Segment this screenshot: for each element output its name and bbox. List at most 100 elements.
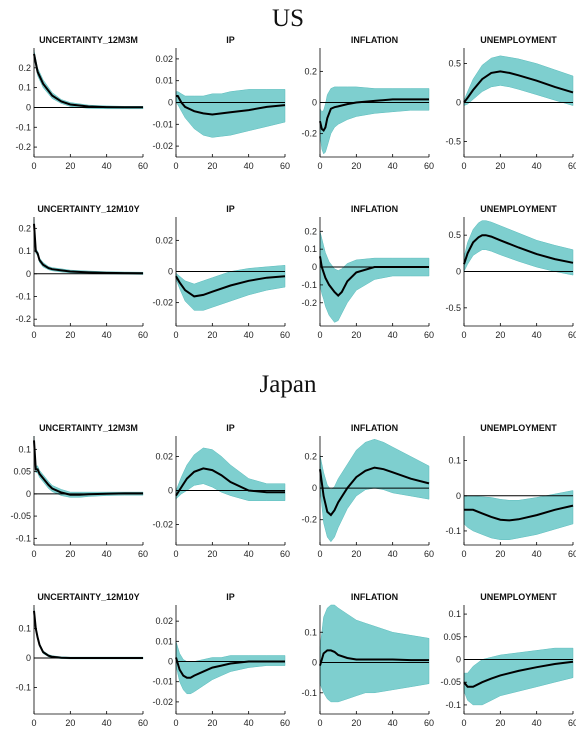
median-response-line [463,660,574,688]
y-tick-label: -0.5 [445,136,461,146]
x-tick-label: 20 [351,161,361,171]
panel-title: UNEMPLOYMENT [480,35,557,45]
panel-title: UNEMPLOYMENT [480,204,557,214]
y-tick-label: -0.01 [152,677,173,687]
y-tick-label: 0 [168,98,173,108]
y-tick-label: 0 [456,655,461,665]
median-response-line [464,504,574,522]
panel-s1-r1-p1: IP 0.02 0.01 0 -0.01 -0.02 0 20 40 60 [152,592,290,728]
panel-s1-r1-p2: INFLATION 0.1 0 -0.1 0 20 40 60 [301,592,434,728]
x-tick-label: 0 [317,330,322,340]
y-tick-label: -0.02 [152,697,173,707]
x-tick-label: 40 [244,718,254,728]
x-tick-label: 40 [388,161,398,171]
confidence-band [33,607,144,660]
y-tick-label: 0.1 [448,456,461,466]
y-tick-label: 0 [26,269,31,279]
x-tick-label: 40 [532,718,542,728]
y-tick-label: 0.02 [155,616,173,626]
x-tick-label: 20 [495,549,505,559]
y-tick-label: -0.2 [301,298,317,308]
x-tick-label: 40 [388,330,398,340]
y-tick-label: -0.1 [15,533,31,543]
y-tick-label: 0 [312,98,317,108]
median-response-line [176,95,286,116]
x-tick-label: 0 [173,549,178,559]
x-tick-label: 0 [31,549,36,559]
median-response-line [33,440,143,496]
x-tick-label: 20 [65,161,75,171]
median-response-line [33,223,144,275]
y-tick-label: 0 [26,653,31,663]
y-tick-label: 0.05 [13,467,31,477]
x-tick-label: 0 [173,161,178,171]
panel-title: UNEMPLOYMENT [480,592,557,602]
y-tick-label: -0.2 [15,314,31,324]
x-tick-label: 0 [173,718,178,728]
y-tick-label: -0.1 [445,526,461,536]
panel-title: INFLATION [351,592,398,602]
y-tick-label: 0.02 [155,54,173,64]
y-tick-label: 0 [312,262,317,272]
y-tick-label: -0.1 [15,291,31,301]
confidence-band [463,647,574,706]
y-tick-label: -0.02 [152,298,173,308]
section-title-us: US [272,5,304,32]
panel-s0-r0-p1: IP0.020.010-0.01-0.020 20 40 60 [152,35,290,171]
y-tick-label: 0.02 [155,235,173,245]
median-response-line [463,70,574,104]
x-tick-label: 60 [280,161,290,171]
x-tick-label: 0 [173,330,178,340]
panel-title: UNCERTAINTY_12M10Y [37,204,139,214]
confidence-band [175,265,286,311]
x-tick-label: 0 [31,718,36,728]
y-tick-label: 0.5 [448,59,461,69]
confidence-band [319,604,430,703]
panel-title: INFLATION [351,204,398,214]
y-tick-label: 0.2 [18,63,31,73]
confidence-band [175,447,286,501]
y-tick-label: -0.1 [301,688,317,698]
panel-title: IP [226,592,235,602]
x-tick-label: 60 [138,718,148,728]
y-tick-label: 0.1 [18,83,31,93]
median-response-line [463,234,574,265]
x-tick-label: 40 [388,549,398,559]
y-tick-label: 0.01 [155,636,173,646]
y-tick-label: 0 [456,98,461,108]
confidence-band [319,86,430,155]
y-tick-label: 0.2 [304,66,317,76]
panel-s0-r0-p2: INFLATION 0.2 0 -0.2 0 20 40 60 [301,35,434,171]
x-tick-label: 40 [102,549,112,559]
panel-s0-r0-p3: UNEMPLOYMENT 0.5 0 -0.5 0 20 40 60 [445,35,576,171]
x-tick-label: 20 [65,549,75,559]
x-tick-label: 60 [138,549,148,559]
y-tick-label: 0 [168,267,173,277]
confidence-band [175,89,286,138]
panel-s1-r0-p3: UNEMPLOYMENT 0.1 0 -0.1 0 20 40 60 [445,423,576,559]
x-tick-label: 60 [568,161,576,171]
median-response-line [175,275,286,298]
median-response-line [33,610,143,659]
x-tick-label: 60 [568,718,576,728]
y-tick-label: -0.05 [10,511,31,521]
panel-title: INFLATION [351,35,398,45]
y-tick-label: -0.5 [445,303,461,313]
y-tick-label: -0.1 [445,700,461,710]
y-tick-label: 0.1 [448,609,461,619]
x-tick-label: 60 [568,330,576,340]
x-tick-label: 60 [424,161,434,171]
y-tick-label: 0.2 [304,226,317,236]
x-tick-label: 20 [65,718,75,728]
y-tick-label: 0.1 [18,246,31,256]
x-tick-label: 40 [244,161,254,171]
y-tick-label: 0 [26,489,31,499]
median-response-line [319,649,429,666]
panel-s0-r1-p3: UNEMPLOYMENT 0.5 0 -0.5 0 20 40 60 [445,204,576,340]
x-tick-label: 60 [280,549,290,559]
x-tick-label: 20 [495,330,505,340]
y-tick-label: -0.2 [301,129,317,139]
